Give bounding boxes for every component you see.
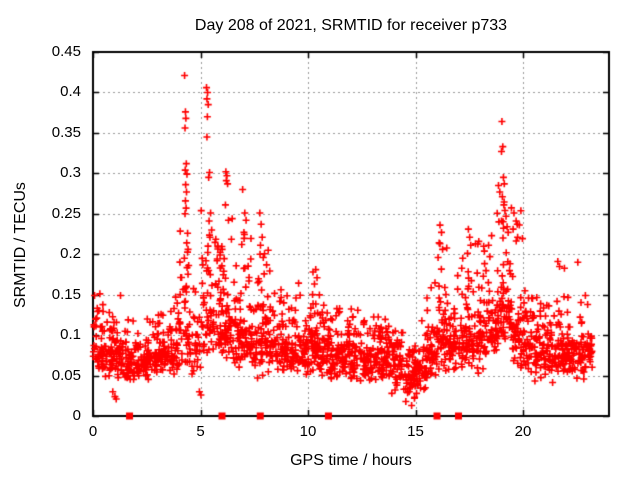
y-tick-label: 0.25 <box>51 204 81 222</box>
x-tick-label: 0 <box>88 423 98 440</box>
x-tick-label: 10 <box>299 423 317 440</box>
x-tick-label: 20 <box>514 423 532 440</box>
x-axis-label: GPS time / hours <box>290 452 412 469</box>
y-tick-label: 0.4 <box>60 83 81 101</box>
y-tick-label: 0.3 <box>60 164 81 182</box>
y-tick-label: 0.2 <box>60 245 81 263</box>
y-tick-label: 0 <box>72 407 81 424</box>
y-tick-label: 0.05 <box>51 366 81 384</box>
chart-title: Day 208 of 2021, SRMTID for receiver p73… <box>194 17 508 34</box>
x-tick-label: 15 <box>407 423 424 440</box>
y-tick-label: 0.35 <box>51 123 81 141</box>
y-tick-label: 0.15 <box>51 285 81 303</box>
y-tick-label: 0.1 <box>60 326 81 344</box>
y-tick-label: 0.45 <box>51 43 81 60</box>
x-tick-label: 5 <box>196 423 205 440</box>
